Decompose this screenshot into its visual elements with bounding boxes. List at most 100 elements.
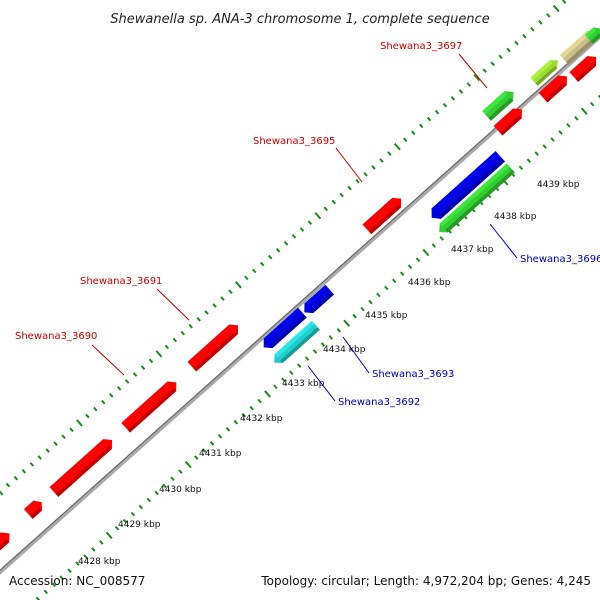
gene-arrow [0, 532, 10, 552]
tick-mark [201, 448, 207, 453]
gene-arrow [538, 75, 567, 103]
tick-mark [347, 185, 352, 191]
tick-mark [384, 285, 389, 291]
tick-mark [426, 116, 432, 122]
genome-summary-text: Topology: circular; Length: 4,972,204 bp… [260, 574, 591, 588]
gene-shadow [575, 62, 597, 82]
gene-leader-line [335, 147, 363, 183]
gene-body [530, 60, 558, 86]
gene-arrow [493, 108, 522, 136]
tick-mark [244, 275, 249, 281]
tick-mark [53, 441, 58, 446]
gene-arrow [23, 500, 43, 519]
tick-mark [526, 158, 532, 163]
tick-mark [220, 296, 225, 301]
gene-body [263, 307, 307, 349]
tick-mark [387, 151, 392, 156]
tick-mark [450, 96, 456, 101]
tick-mark [172, 337, 178, 343]
tick-mark [343, 319, 351, 327]
kbp-label: 4436 kbp [408, 278, 451, 288]
gene-arrow [530, 60, 558, 86]
gene-highlight [560, 31, 590, 59]
gene-arrow [585, 27, 600, 44]
tick-mark [415, 257, 421, 262]
accession-text: Accession: NC_008577 [9, 574, 145, 588]
gene-highlight [304, 284, 329, 307]
tick-mark [522, 33, 527, 39]
gene-body [0, 532, 10, 552]
tick-mark [538, 20, 543, 25]
gene-body [304, 284, 334, 314]
tick-mark [546, 13, 551, 18]
gene-highlight [439, 163, 510, 227]
gene-arrow [187, 324, 239, 372]
tick-mark [225, 426, 231, 432]
tick-mark [490, 61, 495, 67]
gene-highlight [569, 56, 591, 76]
gene-shadow [544, 82, 567, 103]
tick-mark [352, 313, 357, 319]
tick-mark [184, 460, 192, 469]
gene-highlight [0, 532, 4, 546]
tick-mark [162, 483, 167, 489]
tick-mark [580, 107, 588, 115]
tick-mark [35, 596, 41, 600]
tick-mark [91, 547, 96, 552]
tick-mark [506, 47, 511, 53]
tick-mark [194, 455, 199, 460]
tick-mark [249, 405, 254, 411]
tick-mark [550, 137, 555, 142]
gene-leader-line [342, 336, 370, 374]
kbp-label: 4431 kbp [199, 449, 242, 459]
gene-label: Shewana3_3693 [372, 369, 454, 380]
tick-mark [431, 243, 437, 248]
tick-mark [105, 531, 113, 539]
kbp-label: 4429 kbp [118, 520, 161, 530]
tick-mark [116, 386, 122, 391]
gene-highlight [23, 500, 37, 513]
tick-mark [196, 317, 201, 322]
gene-highlight [263, 307, 302, 342]
gene-label: Shewana3_3692 [338, 397, 420, 408]
tick-mark [264, 390, 271, 398]
tick-mark [314, 212, 322, 220]
tick-mark [260, 261, 265, 267]
kbp-label: 4438 kbp [494, 212, 537, 222]
map-title: Shewanella sp. ANA-3 chromosome 1, compl… [110, 12, 489, 27]
tick-mark [291, 234, 297, 239]
tick-mark [514, 40, 519, 46]
gene-arrow [482, 91, 514, 121]
gene-body [482, 91, 514, 121]
gene-shadow [368, 204, 401, 235]
tick-mark [336, 328, 342, 333]
gene-highlight [362, 197, 396, 228]
tick-mark [534, 151, 539, 156]
tick-mark [21, 468, 27, 474]
tick-mark [393, 143, 401, 151]
gene-shadow [0, 539, 10, 552]
tick-mark [93, 406, 98, 412]
gene-body [493, 108, 522, 136]
tick-mark [180, 330, 185, 336]
tick-mark [368, 299, 373, 305]
tick-mark [307, 220, 313, 225]
tick-mark [37, 455, 42, 460]
gene-highlight [538, 75, 562, 97]
tick-mark [0, 490, 4, 496]
gene-shadow [55, 445, 112, 497]
gene-shadow [438, 158, 505, 219]
tick-mark [407, 264, 413, 270]
gene-body [362, 197, 402, 235]
gene-body [569, 56, 597, 82]
tick-mark [61, 434, 66, 440]
tick-mark [360, 306, 365, 312]
tick-mark [323, 206, 329, 212]
kbp-label: 4439 kbp [537, 180, 580, 190]
tick-mark [312, 349, 318, 354]
tick-mark [392, 278, 397, 284]
gene-arrow [49, 439, 113, 497]
tick-mark [558, 130, 563, 135]
